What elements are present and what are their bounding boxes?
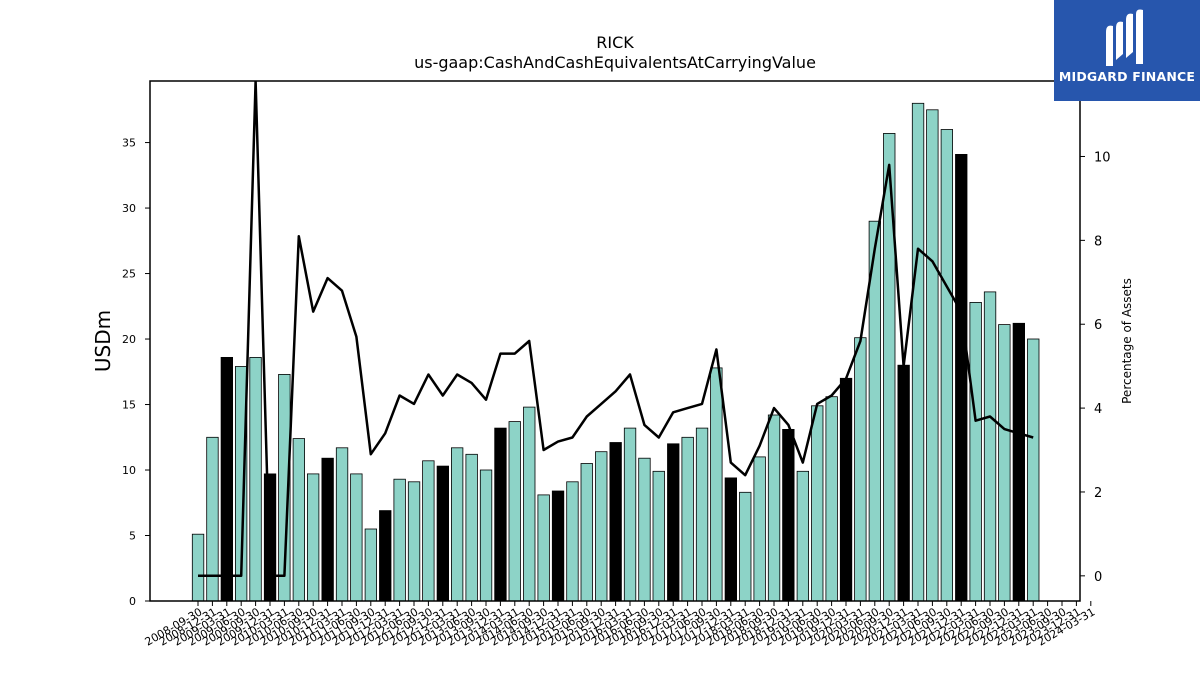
bar [782, 428, 795, 602]
bar [796, 470, 809, 602]
bar [710, 367, 723, 602]
midgard-logo-icon [1106, 9, 1143, 67]
bar [955, 153, 968, 602]
bar [494, 427, 507, 602]
y2-tick-label: 4 [1094, 402, 1102, 417]
bar [191, 533, 205, 602]
brand-name: MIDGARD FINANCE [1058, 69, 1196, 84]
bar [1012, 322, 1025, 602]
bar [926, 109, 939, 602]
bar [969, 301, 982, 602]
brand-logo: MIDGARD FINANCE [1054, 0, 1200, 101]
bar [983, 291, 997, 602]
bar [825, 396, 838, 602]
bar [911, 102, 925, 602]
bar [523, 406, 536, 602]
bar [753, 456, 766, 602]
bar [566, 481, 579, 602]
bars [191, 102, 1040, 602]
pct-line-layer [198, 81, 1034, 578]
y2-tick-label: 8 [1094, 234, 1102, 249]
bar [479, 469, 493, 602]
bar [321, 457, 334, 602]
axes: 0510152025303502468102008-09-302008-12-3… [122, 80, 1111, 649]
bar [551, 490, 565, 602]
bar [292, 438, 306, 602]
bar [580, 463, 593, 602]
pct-line [198, 81, 1034, 578]
y2-axis-label: Percentage of Assets [1120, 278, 1134, 404]
y2-tick-label: 6 [1094, 318, 1102, 333]
bar [595, 451, 608, 602]
y2-tick-label: 10 [1094, 150, 1111, 165]
bar [897, 364, 910, 602]
bar [623, 427, 637, 602]
plot-frame [149, 80, 1081, 602]
bar [767, 414, 781, 602]
bar [998, 324, 1011, 602]
bar [1027, 338, 1040, 602]
y-tick-label: 10 [122, 464, 136, 477]
bar [537, 494, 550, 602]
y-tick-label: 30 [122, 202, 136, 215]
bar [883, 132, 896, 602]
bar [335, 447, 349, 602]
y-tick-label: 0 [129, 595, 136, 608]
bar [681, 436, 694, 602]
bar [638, 457, 651, 602]
bar [379, 510, 392, 602]
bar [436, 465, 450, 602]
y-tick-label: 35 [122, 137, 136, 150]
y-tick-label: 5 [129, 530, 136, 543]
y-axis-label: USDm [91, 310, 115, 372]
bar [220, 356, 234, 602]
y2-tick-label: 2 [1094, 486, 1102, 501]
bar [724, 477, 737, 602]
bar [407, 481, 421, 602]
bar [249, 356, 262, 602]
bar [854, 337, 867, 602]
y2-tick-label: 0 [1094, 570, 1102, 585]
bar [465, 453, 478, 602]
y-tick-label: 20 [122, 333, 136, 346]
bar [450, 447, 464, 602]
bar [393, 478, 406, 602]
chart-title: RICK [596, 33, 634, 52]
bar [839, 377, 853, 602]
bar [422, 460, 435, 602]
bar [350, 473, 363, 602]
bar [306, 473, 320, 602]
bar [695, 427, 709, 602]
y-tick-label: 25 [122, 268, 136, 281]
bar [667, 443, 680, 602]
bar [940, 129, 953, 602]
bar [609, 442, 622, 602]
bar [508, 421, 521, 602]
bar [811, 405, 824, 602]
bar [739, 491, 752, 602]
chart-subtitle: us-gaap:CashAndCashEquivalentsAtCarrying… [414, 53, 816, 72]
y-tick-label: 15 [122, 399, 136, 412]
bar [652, 470, 665, 602]
bar [364, 528, 378, 602]
